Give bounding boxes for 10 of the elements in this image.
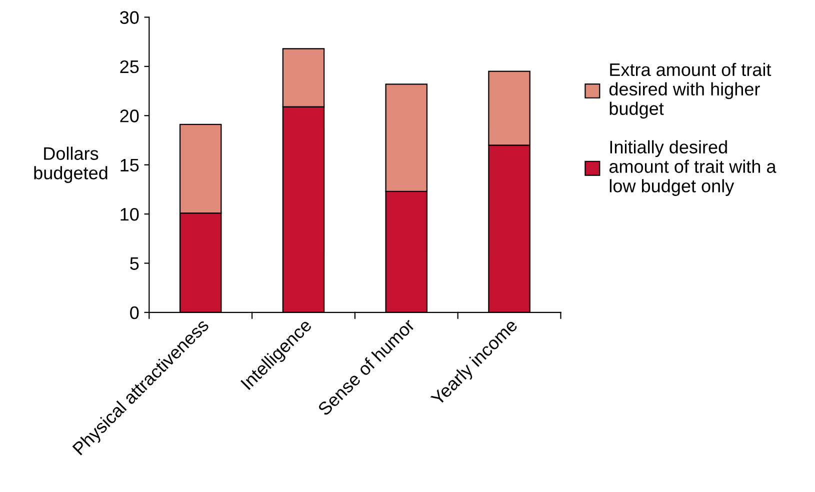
y-tick-label: 20 — [120, 110, 139, 122]
y-tick-label: 10 — [120, 208, 139, 221]
y-tick-label: 15 — [120, 158, 139, 172]
y-tick-label: 5 — [130, 257, 139, 270]
y-tick-label: 30 — [120, 11, 139, 24]
y-tick-label: 25 — [120, 60, 139, 74]
y-axis-title: Dollars budgeted — [34, 146, 108, 183]
legend-label: Initially desired amount of trait with a low budget only — [609, 140, 776, 196]
y-tick-label: 0 — [130, 306, 139, 320]
legend-label: Extra amount of trait desired with higher budget — [609, 62, 772, 119]
